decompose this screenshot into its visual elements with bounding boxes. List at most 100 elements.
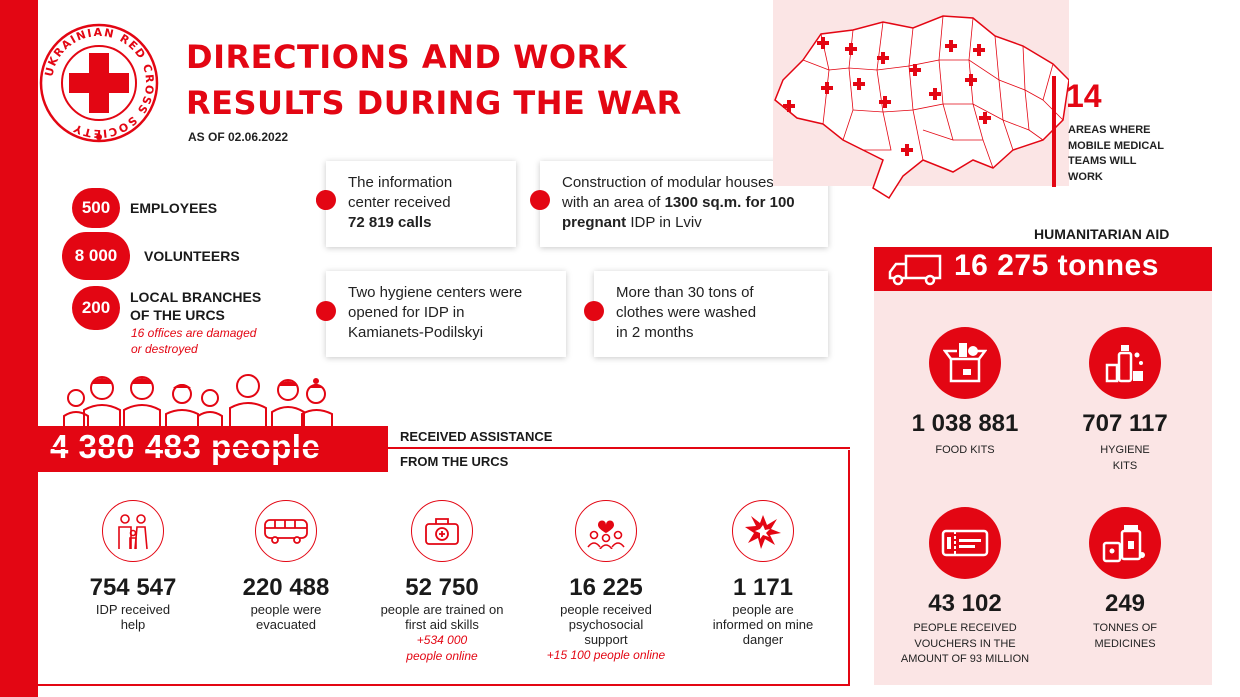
medicines-icon (1089, 507, 1161, 579)
first-aid-kit-icon (411, 500, 473, 562)
card-bullet (316, 301, 336, 321)
areas-count: 14 (1066, 78, 1102, 114)
left-accent-bar (0, 0, 38, 697)
branches-note-line-2: or destroyed (131, 342, 198, 356)
psychosocial-note: +15 100 people online (546, 648, 666, 662)
idp-caption-line: help (120, 617, 146, 632)
card-line: More than 30 tons of (616, 284, 754, 301)
red-cross-logo: UKRAINIAN RED CROSS SOCIETY (39, 23, 159, 143)
areas-divider (1052, 76, 1056, 187)
branches-label: LOCAL BRANCHES OF THE URCS (130, 288, 261, 324)
card-line: Two hygiene centers were (348, 284, 523, 301)
vouchers-value: 43 102 (928, 590, 1002, 617)
breakdown-psychosocial: 16 225 people received psychosocial supp… (531, 500, 681, 663)
caption-line: TONNES OF (1093, 622, 1157, 634)
family-icon (102, 500, 164, 562)
psychosocial-value: 16 225 (569, 574, 643, 601)
first-aid-caption-line: people are trained on (380, 602, 504, 617)
volunteers-count: 8 000 (62, 232, 130, 280)
card-line: opened for IDP in (348, 304, 465, 321)
mine-danger-caption-line: people are (732, 602, 794, 617)
areas-label: AREAS WHERE MOBILE MEDICAL TEAMS WILL WO… (1068, 123, 1188, 185)
card-line: Kamianets-Podilskyi (348, 324, 484, 341)
bus-icon (255, 500, 317, 562)
employees-label: EMPLOYEES (130, 200, 218, 216)
hygiene-kits-value: 707 117 (1082, 410, 1168, 437)
mine-danger-caption-line: informed on mine (712, 617, 814, 632)
psychosocial-caption-line: psychosocial (568, 617, 644, 632)
humanitarian-aid-title: HUMANITARIAN AID (1034, 226, 1170, 242)
clothes-washed-card: More than 30 tons of clothes were washed… (594, 271, 828, 357)
volunteers-label: VOLUNTEERS (144, 248, 240, 264)
card-line-bold: 72 819 calls (348, 214, 432, 231)
page-title: DIRECTIONS AND WORK RESULTS DURING THE W… (186, 34, 746, 126)
frame-banner-edge (38, 470, 388, 472)
mine-danger-caption-line: danger (742, 632, 784, 647)
card-bullet (584, 301, 604, 321)
ukraine-map (774, 15, 1069, 200)
frame-top-line (388, 447, 850, 449)
breakdown-evacuated: 220 488 people were evacuated (211, 500, 361, 632)
employees-count: 500 (72, 188, 120, 228)
card-bullet-front (316, 190, 336, 210)
food-kits-caption: FOOD KITS (935, 444, 995, 456)
branches-note: 16 offices are damaged or destroyed (131, 325, 256, 357)
breakdown-mine-danger: 1 171 people are informed on mine danger (688, 500, 838, 647)
branches-count: 200 (72, 286, 120, 330)
first-aid-caption-line: first aid skills (405, 617, 479, 632)
breakdown-idp: 754 547 IDP received help (58, 500, 208, 632)
idp-caption-line: IDP received (95, 602, 171, 617)
received-label-1: RECEIVED ASSISTANCE (400, 429, 553, 444)
humanitarian-panel (874, 247, 1212, 685)
evacuated-caption-line: evacuated (256, 617, 316, 632)
hygiene-bottles-icon (1089, 327, 1161, 399)
caption-line: AMOUNT OF 93 MILLION (900, 653, 1030, 665)
idp-value: 754 547 (89, 574, 177, 601)
received-label-2: FROM THE URCS (400, 454, 509, 469)
food-box-icon (929, 327, 1001, 399)
psychosocial-caption-line: people received (560, 602, 652, 617)
info-center-card: The information center received 72 819 c… (326, 161, 516, 247)
card-line: IDP in Lviv (626, 214, 702, 231)
explosion-icon (732, 500, 794, 562)
first-aid-value: 52 750 (405, 574, 479, 601)
caption-line: HYGIENE (1100, 444, 1150, 456)
card-line-bold: 1300 sq.m. for 100 (664, 194, 795, 211)
caption-line: MEDICINES (1094, 637, 1156, 650)
card-line-bold: pregnant (562, 214, 627, 231)
as-of-date: AS OF 02.06.2022 (188, 130, 289, 144)
medicines-caption: TONNES OF MEDICINES (1055, 621, 1195, 652)
branches-note-line-1: 16 offices are damaged (131, 326, 257, 340)
card-line: in 2 months (616, 324, 694, 341)
breakdown-first-aid: 52 750 people are trained on first aid s… (367, 500, 517, 664)
card-line: The information (348, 174, 453, 191)
caption-line: VOUCHERS IN THE (914, 637, 1016, 650)
first-aid-note: +534 000 (416, 633, 468, 647)
title-line-2: RESULTS DURING THE WAR (186, 84, 682, 122)
hygiene-centers-card: Two hygiene centers were opened for IDP … (326, 271, 566, 357)
mine-danger-value: 1 171 (732, 574, 794, 601)
people-group-icon (63, 374, 333, 428)
title-line-1: DIRECTIONS AND WORK (186, 38, 628, 76)
psychosocial-caption-line: support (584, 632, 628, 647)
tonnes-total: 16 275 tonnes (954, 249, 1159, 282)
psychosocial-icon (575, 500, 637, 562)
food-kits-value: 1 038 881 (911, 410, 1019, 437)
voucher-icon (929, 507, 1001, 579)
card-bullet (530, 190, 550, 210)
areas-label-line: TEAMS WILL (1068, 155, 1137, 167)
medicines-value: 249 (1104, 590, 1146, 617)
areas-label-line: AREAS WHERE (1068, 124, 1151, 136)
evacuated-caption-line: people were (250, 602, 322, 617)
areas-label-line: WORK (1068, 170, 1103, 183)
card-line: clothes were washed (616, 304, 757, 321)
evacuated-value: 220 488 (242, 574, 330, 601)
vouchers-caption: PEOPLE RECEIVED VOUCHERS IN THE AMOUNT O… (880, 621, 1050, 668)
caption-line: PEOPLE RECEIVED (913, 622, 1017, 634)
card-line: Construction of modular houses (562, 174, 774, 191)
caption-line: KITS (1112, 459, 1138, 472)
first-aid-note: people online (406, 649, 478, 663)
card-line: center received (348, 194, 451, 211)
hygiene-kits-caption: HYGIENE KITS (1055, 443, 1195, 474)
people-total: 4 380 483 people (50, 428, 321, 465)
